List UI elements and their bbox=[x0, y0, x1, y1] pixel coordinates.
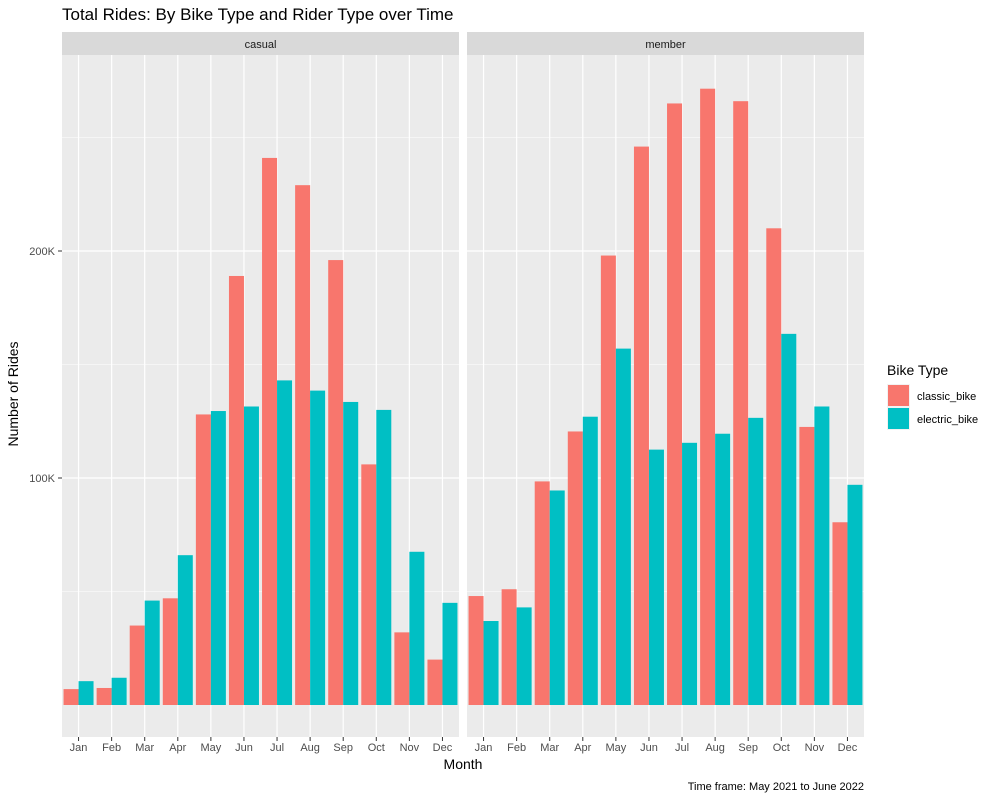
bar-member-classic_bike-nov bbox=[799, 426, 815, 705]
facet-strip-casual bbox=[62, 32, 459, 55]
bar-casual-classic_bike-jan bbox=[63, 689, 79, 705]
bar-casual-electric_bike-jul bbox=[277, 380, 293, 705]
x-tick-label-member-jan: Jan bbox=[475, 742, 493, 754]
bar-member-classic_bike-feb bbox=[501, 589, 517, 705]
bar-member-classic_bike-mar bbox=[534, 481, 550, 705]
bar-casual-classic_bike-jun bbox=[228, 275, 244, 705]
bar-casual-electric_bike-nov bbox=[409, 551, 425, 705]
bar-member-electric_bike-dec bbox=[847, 484, 863, 705]
bar-member-electric_bike-feb bbox=[516, 607, 532, 705]
x-tick-label-member-nov: Nov bbox=[805, 742, 825, 754]
bar-casual-electric_bike-sep bbox=[343, 401, 359, 705]
x-tick-label-member-jun: Jun bbox=[640, 742, 658, 754]
legend-title: Bike Type bbox=[887, 362, 948, 378]
facet-strip-member bbox=[467, 32, 864, 55]
legend-swatch-electric_bike bbox=[888, 408, 909, 429]
bar-member-classic_bike-dec bbox=[832, 522, 848, 705]
bar-member-electric_bike-sep bbox=[748, 417, 764, 705]
legend-label-classic_bike: classic_bike bbox=[917, 391, 976, 403]
plot-background bbox=[467, 55, 864, 737]
plot-background bbox=[62, 55, 459, 737]
bar-casual-electric_bike-aug bbox=[310, 390, 326, 705]
x-tick-label-casual-jun: Jun bbox=[235, 742, 253, 754]
facet-panel-member: member Jan Feb Mar Apr May Jun Jul Aug Sep Oct Nov D… bbox=[467, 32, 864, 754]
bar-casual-classic_bike-feb bbox=[96, 687, 112, 705]
x-tick-label-casual-oct: Oct bbox=[368, 742, 385, 754]
x-tick-label-casual-aug: Aug bbox=[300, 742, 320, 754]
x-tick-label-casual-jul: Jul bbox=[270, 742, 284, 754]
bar-casual-electric_bike-jun bbox=[243, 406, 259, 705]
bar-member-classic_bike-jun bbox=[633, 146, 649, 705]
facet-label-casual: casual bbox=[245, 39, 277, 51]
x-tick-label-member-oct: Oct bbox=[773, 742, 790, 754]
bar-member-electric_bike-may bbox=[615, 348, 631, 705]
bar-casual-electric_bike-oct bbox=[376, 409, 392, 705]
bar-casual-electric_bike-feb bbox=[111, 677, 127, 705]
x-tick-label-member-may: May bbox=[605, 742, 626, 754]
y-axis: 100K 200K bbox=[29, 246, 62, 485]
x-tick-label-casual-jan: Jan bbox=[70, 742, 88, 754]
bar-casual-electric_bike-dec bbox=[442, 602, 458, 705]
x-tick-label-member-aug: Aug bbox=[705, 742, 725, 754]
x-tick-label-member-mar: Mar bbox=[540, 742, 559, 754]
legend-label-electric_bike: electric_bike bbox=[917, 414, 978, 426]
x-tick-label-member-apr: Apr bbox=[574, 742, 591, 754]
bar-casual-classic_bike-jul bbox=[262, 157, 278, 705]
y-tick-label: 100K bbox=[29, 473, 55, 485]
x-tick-label-member-dec: Dec bbox=[838, 742, 858, 754]
y-axis-label: Number of Rides bbox=[5, 341, 21, 446]
bar-member-electric_bike-mar bbox=[549, 490, 565, 705]
x-tick-label-casual-nov: Nov bbox=[400, 742, 420, 754]
bar-member-classic_bike-may bbox=[600, 255, 616, 706]
bar-casual-classic_bike-sep bbox=[328, 260, 344, 705]
bar-member-classic_bike-oct bbox=[766, 228, 782, 706]
bar-casual-classic_bike-aug bbox=[295, 185, 311, 706]
bar-member-electric_bike-oct bbox=[781, 333, 797, 705]
x-tick-label-casual-feb: Feb bbox=[102, 742, 121, 754]
bar-member-electric_bike-aug bbox=[715, 433, 731, 705]
x-tick-label-casual-mar: Mar bbox=[135, 742, 154, 754]
bar-casual-electric_bike-mar bbox=[144, 600, 160, 705]
chart-title: Total Rides: By Bike Type and Rider Type… bbox=[62, 5, 454, 24]
bar-member-electric_bike-apr bbox=[582, 416, 598, 705]
bar-member-classic_bike-jan bbox=[468, 596, 484, 705]
bar-member-electric_bike-jun bbox=[648, 449, 664, 705]
x-tick-label-member-feb: Feb bbox=[507, 742, 526, 754]
x-tick-label-member-sep: Sep bbox=[738, 742, 758, 754]
bar-member-classic_bike-apr bbox=[567, 431, 583, 705]
bar-member-electric_bike-nov bbox=[814, 406, 830, 705]
bar-member-electric_bike-jan bbox=[483, 621, 499, 705]
x-tick-label-casual-may: May bbox=[200, 742, 221, 754]
bar-casual-classic_bike-mar bbox=[129, 625, 145, 705]
x-tick-label-member-jul: Jul bbox=[675, 742, 689, 754]
facet-panel-casual: casual Jan Feb Mar Apr May Jun Jul Aug Sep Oct Nov D… bbox=[62, 32, 459, 754]
legend: Bike Type classic_bike electric_bike bbox=[887, 362, 978, 430]
bar-casual-electric_bike-may bbox=[210, 411, 226, 705]
x-tick-label-casual-apr: Apr bbox=[169, 742, 186, 754]
bar-casual-classic_bike-oct bbox=[361, 464, 377, 705]
bar-casual-classic_bike-may bbox=[195, 414, 211, 705]
bar-member-classic_bike-jul bbox=[667, 103, 683, 705]
bar-member-classic_bike-aug bbox=[700, 88, 716, 705]
bar-casual-electric_bike-jan bbox=[78, 681, 94, 705]
x-axis-label: Month bbox=[444, 756, 483, 772]
bar-casual-classic_bike-nov bbox=[394, 632, 410, 705]
x-tick-label-casual-sep: Sep bbox=[333, 742, 353, 754]
x-tick-label-casual-dec: Dec bbox=[433, 742, 453, 754]
bar-casual-classic_bike-dec bbox=[427, 659, 443, 705]
bar-member-electric_bike-jul bbox=[682, 442, 698, 705]
legend-swatch-classic_bike bbox=[888, 385, 909, 406]
chart-caption: Time frame: May 2021 to June 2022 bbox=[688, 781, 864, 793]
bar-casual-classic_bike-apr bbox=[162, 598, 178, 705]
bar-member-classic_bike-sep bbox=[733, 101, 749, 706]
y-tick-label: 200K bbox=[29, 246, 55, 258]
facet-label-member: member bbox=[645, 39, 686, 51]
bar-casual-electric_bike-apr bbox=[177, 555, 193, 705]
